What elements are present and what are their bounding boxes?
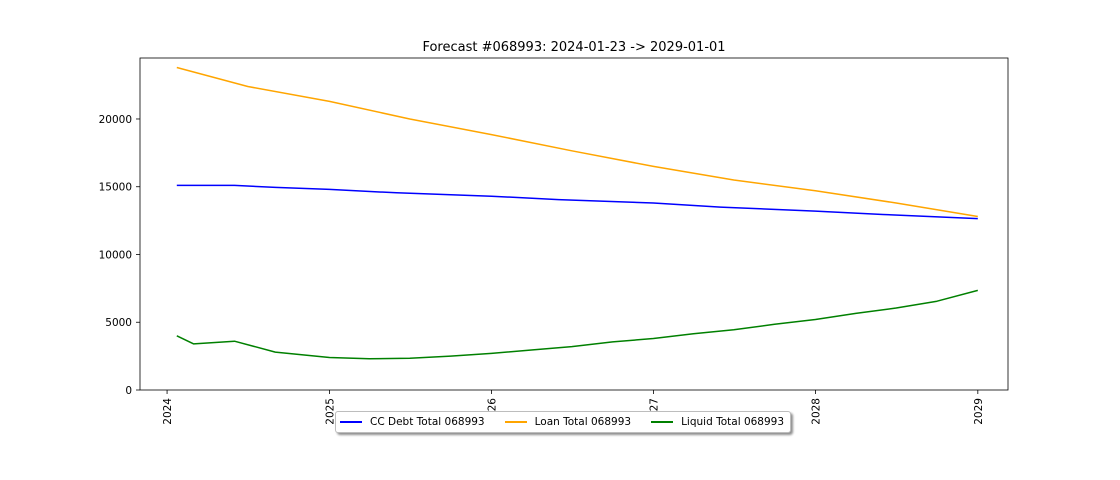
legend-entry: Loan Total 068993 <box>504 416 632 428</box>
legend-label: CC Debt Total 068993 <box>370 416 485 428</box>
series-line-3 <box>176 289 978 360</box>
series-line-2 <box>176 66 978 218</box>
x-tick-label: 2024 <box>162 398 174 425</box>
legend-swatch <box>340 421 362 423</box>
legend-swatch <box>651 421 674 423</box>
x-tick-label: 2028 <box>810 398 822 425</box>
y-tick-label: 10000 <box>99 249 132 261</box>
legend-label: Liquid Total 068993 <box>681 416 785 428</box>
y-tick-label: 15000 <box>99 182 132 194</box>
y-tick-label: 20000 <box>99 114 132 126</box>
y-tick-label: 5000 <box>105 317 132 329</box>
legend-swatch <box>504 421 527 423</box>
x-tick-label: 2029 <box>973 398 985 425</box>
x-tick-label: 2025 <box>324 398 336 425</box>
y-tick-label: 0 <box>125 385 132 397</box>
legend: CC Debt Total 068993 Loan Total 068993 Liq… <box>335 411 792 433</box>
legend-label: Loan Total 068993 <box>534 416 632 428</box>
plot-area <box>139 57 1009 391</box>
legend-entry: CC Debt Total 068993 <box>340 416 485 428</box>
legend-entry: Liquid Total 068993 <box>651 416 784 428</box>
series-line-1 <box>176 184 978 220</box>
chart-title: Forecast #068993: 2024-01-23 -> 2029-01-… <box>422 40 725 55</box>
